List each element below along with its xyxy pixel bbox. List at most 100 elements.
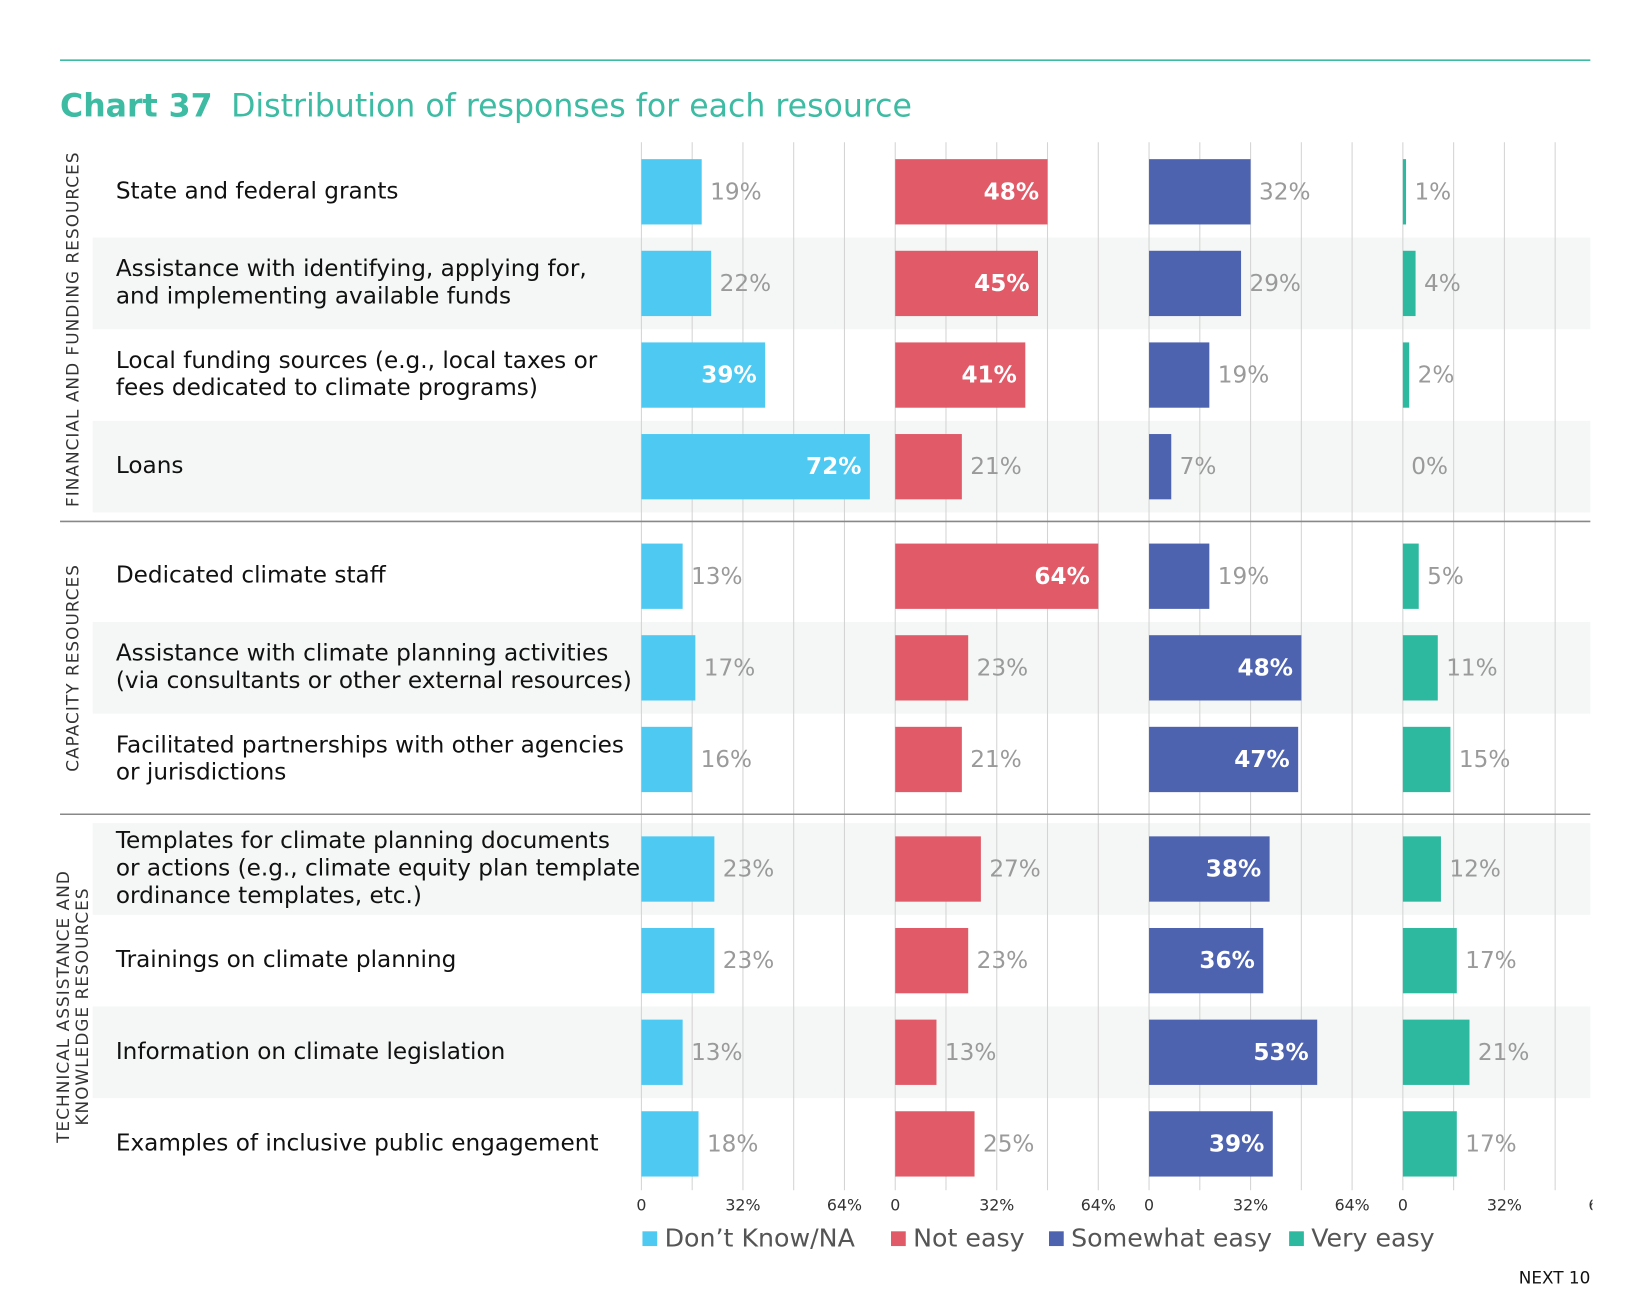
value-label: 27%: [989, 856, 1040, 883]
bar: [641, 342, 766, 408]
category-label: Trainings on climate planning: [115, 946, 457, 973]
category-label: and implementing available funds: [116, 283, 511, 310]
value-label: 38%: [1206, 856, 1261, 883]
value-label: 39%: [1209, 1130, 1264, 1157]
bar: [641, 927, 715, 994]
group-label: FINANCIAL AND FUNDING RESOURCES: [63, 151, 83, 507]
category-label: Templates for climate planning documents: [115, 827, 610, 854]
value-label: 23%: [723, 856, 774, 883]
row-band: [92, 1006, 1591, 1099]
value-label: 23%: [723, 947, 774, 974]
bar: [1149, 635, 1302, 701]
bar: [895, 836, 981, 902]
bar: [1149, 159, 1251, 225]
bar: [895, 159, 1048, 225]
value-label: 15%: [1459, 746, 1510, 773]
category-label: Assistance with climate planning activit…: [116, 640, 609, 667]
category-label: Information on climate legislation: [116, 1038, 506, 1065]
bar: [1149, 1019, 1318, 1085]
legend-swatch: [1289, 1231, 1304, 1247]
bar: [1402, 250, 1416, 317]
value-label: 17%: [1465, 947, 1516, 974]
value-label: 17%: [704, 654, 755, 681]
row-band: [92, 622, 1591, 714]
bar: [1402, 159, 1407, 225]
value-label: 21%: [970, 746, 1021, 773]
value-label: 7%: [1180, 453, 1217, 480]
bar: [641, 250, 712, 317]
chart-title: Chart 37 Distribution of responses for e…: [60, 89, 912, 125]
bar: [1402, 635, 1438, 701]
bar: [1402, 1111, 1457, 1177]
bar: [1149, 927, 1264, 994]
x-tick-label: 0: [890, 1196, 900, 1215]
legend-label: Don’t Know/NA: [665, 1224, 856, 1253]
x-tick-label: 0: [1144, 1196, 1154, 1215]
category-label: or actions (e.g., climate equity plan te…: [116, 855, 648, 882]
value-label: 53%: [1253, 1039, 1308, 1066]
bar: [1149, 836, 1270, 902]
value-label: 13%: [691, 563, 742, 590]
x-tick-label: 64%: [1588, 1196, 1623, 1215]
value-label: 18%: [707, 1130, 758, 1157]
value-label: 13%: [945, 1039, 996, 1066]
x-tick-label: 32%: [1233, 1196, 1268, 1215]
value-label: 12%: [1449, 856, 1500, 883]
bar: [1402, 1019, 1470, 1085]
value-label: 1%: [1414, 178, 1451, 205]
bar: [641, 159, 702, 225]
value-label: 13%: [691, 1039, 742, 1066]
bar: [1402, 543, 1419, 609]
x-tick-label: 64%: [1335, 1196, 1370, 1215]
x-tick-label: 64%: [1081, 1196, 1116, 1215]
value-label: 72%: [806, 453, 861, 480]
value-label: 16%: [701, 746, 752, 773]
value-label: 45%: [974, 270, 1029, 297]
value-label: 11%: [1446, 654, 1497, 681]
row-band: [92, 823, 1591, 915]
legend-label: Somewhat easy: [1071, 1224, 1272, 1253]
x-tick-label: 32%: [979, 1196, 1014, 1215]
bar: [895, 1019, 937, 1085]
value-label: 41%: [961, 362, 1016, 389]
value-label: 19%: [710, 178, 761, 205]
value-label: 47%: [1234, 746, 1289, 773]
value-label: 25%: [983, 1130, 1034, 1157]
bar: [895, 1111, 975, 1177]
value-label: 36%: [1199, 947, 1254, 974]
bar: [1402, 927, 1457, 994]
value-label: 17%: [1465, 1130, 1516, 1157]
value-label: 64%: [1034, 563, 1089, 590]
legend-swatch: [1048, 1231, 1064, 1247]
x-tick-label: 64%: [827, 1196, 862, 1215]
x-tick-label: 0: [636, 1196, 646, 1215]
bar: [895, 342, 1026, 408]
value-label: 23%: [977, 947, 1028, 974]
bar: [1149, 434, 1172, 500]
category-label: fees dedicated to climate programs): [116, 374, 538, 401]
bar: [1402, 342, 1410, 408]
bar: [641, 543, 683, 609]
bar: [641, 434, 870, 500]
category-label: Assistance with identifying, applying fo…: [116, 255, 587, 282]
category-label: State and federal grants: [116, 177, 399, 204]
value-label: 39%: [701, 362, 756, 389]
value-label: 21%: [970, 453, 1021, 480]
x-tick-label: 32%: [725, 1196, 760, 1215]
bar: [1402, 726, 1451, 793]
value-label: 32%: [1259, 178, 1310, 205]
category-label: Examples of inclusive public engagement: [116, 1129, 599, 1156]
category-label: Dedicated climate staff: [116, 562, 387, 589]
value-label: 22%: [720, 270, 771, 297]
value-label: 29%: [1249, 270, 1300, 297]
bar: [895, 543, 1099, 609]
value-label: 21%: [1478, 1039, 1529, 1066]
bar: [895, 250, 1038, 317]
bar: [641, 836, 715, 902]
category-label: Loans: [116, 452, 184, 479]
plot: 0 32% 64% 0 32% 64% 0 32% 64% 0 32% 64% State and fe…: [53, 151, 1623, 1215]
group-label: CAPACITY RESOURCES: [63, 564, 83, 772]
legend-label: Very easy: [1311, 1224, 1434, 1253]
category-label: or jurisdictions: [116, 759, 286, 786]
bar: [895, 434, 962, 500]
